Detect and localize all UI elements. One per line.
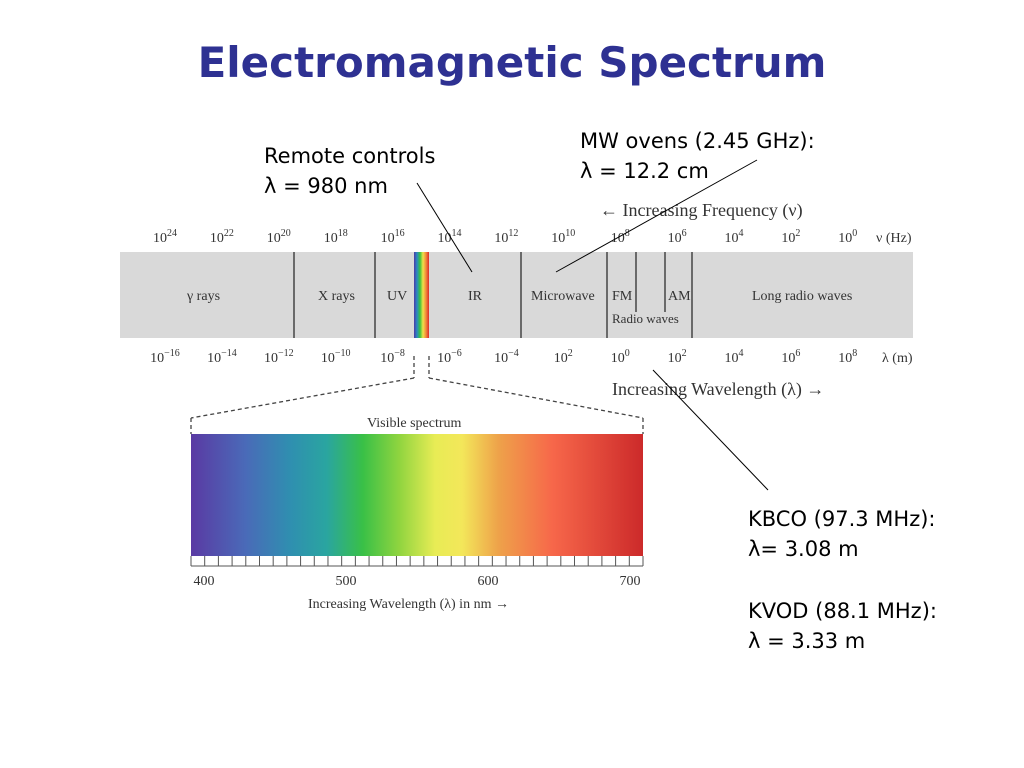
mw-note-line2: λ = 12.2 cm [580,159,709,183]
frequency-tick-8: 108 [611,228,630,246]
wavelength-tick-8: 100 [611,348,630,366]
frequency-caption: ← Increasing Frequency (ν) [600,200,803,221]
wavelength-ticks: 10−16 10−14 10−12 10−10 10−8 10−6 10−4 102 100 10… [150,348,857,366]
region-ir: IR [468,289,483,304]
kbco-pointer [652,369,769,491]
visible-band-narrow [414,252,429,338]
frequency-tick-3: 1018 [324,228,348,246]
frequency-tick-11: 102 [781,228,800,246]
remote-note-line1: Remote controls [264,144,436,168]
frequency-ticks: 1024 1022 1020 1018 1016 1014 1012 1010 108 106 10… [153,228,857,246]
band-dividers [293,252,693,338]
frequency-tick-10: 104 [725,228,744,246]
wavelength-tick-7: 102 [554,348,573,366]
frequency-tick-1: 1022 [210,228,234,246]
visible-caption: Increasing Wavelength (λ) in nm → [308,597,509,612]
visible-spectrum-ticks [190,556,644,567]
frequency-tick-5: 1014 [438,228,462,246]
wavelength-tick-3: 10−10 [321,348,351,366]
visible-spectrum-bar [191,434,643,556]
wavelength-caption: Increasing Wavelength (λ) → [612,379,824,400]
frequency-tick-2: 1020 [267,228,291,246]
wavelength-tick-12: 108 [838,348,857,366]
region-long-radio: Long radio waves [752,289,852,304]
remote-controls-note: Remote controls λ = 980 nm [264,141,435,201]
mw-pointer [555,159,758,273]
visible-tick-600: 600 [478,574,499,589]
frequency-tick-4: 1016 [381,228,405,246]
wavelength-tick-10: 104 [725,348,744,366]
page-title: Electromagnetic Spectrum [197,38,827,87]
region-xray: X rays [318,289,355,304]
frequency-tick-12: 100 [838,228,857,246]
region-fm: FM [612,289,633,304]
kvod-note: KVOD (88.1 MHz): λ = 3.33 m [748,596,937,656]
visible-spectrum-label: Visible spectrum [367,416,462,431]
region-uv: UV [387,289,407,304]
kbco-note-line1: KBCO (97.3 MHz): [748,507,936,531]
mw-ovens-note: MW ovens (2.45 GHz): λ = 12.2 cm [580,126,815,186]
kbco-note: KBCO (97.3 MHz): λ= 3.08 m [748,504,936,564]
frequency-tick-0: 1024 [153,228,177,246]
region-am: AM [668,289,691,304]
visible-tick-700: 700 [620,574,641,589]
frequency-unit: ν (Hz) [876,231,912,246]
kvod-note-line1: KVOD (88.1 MHz): [748,599,937,623]
frequency-tick-7: 1010 [551,228,575,246]
visible-tick-400: 400 [194,574,215,589]
remote-pointer [416,182,473,273]
wavelength-tick-11: 106 [781,348,800,366]
mw-note-line1: MW ovens (2.45 GHz): [580,129,815,153]
frequency-tick-6: 1012 [494,228,518,246]
kbco-note-line2: λ= 3.08 m [748,537,859,561]
region-radio-waves: Radio waves [612,311,679,326]
visible-tick-500: 500 [336,574,357,589]
wavelength-tick-1: 10−14 [207,348,237,366]
pointer-lines [416,159,769,491]
wavelength-tick-0: 10−16 [150,348,180,366]
wavelength-tick-2: 10−12 [264,348,294,366]
wavelength-tick-5: 10−6 [437,348,462,366]
region-gamma: γ rays [186,289,220,304]
region-microwave: Microwave [531,289,595,304]
wavelength-tick-6: 10−4 [494,348,519,366]
wavelength-unit: λ (m) [882,351,913,366]
wavelength-tick-4: 10−8 [380,348,405,366]
wavelength-tick-9: 102 [668,348,687,366]
kvod-note-line2: λ = 3.33 m [748,629,866,653]
spectrum-band [120,252,913,338]
frequency-tick-9: 106 [668,228,687,246]
zoom-dashes [190,356,644,434]
remote-note-line2: λ = 980 nm [264,174,388,198]
